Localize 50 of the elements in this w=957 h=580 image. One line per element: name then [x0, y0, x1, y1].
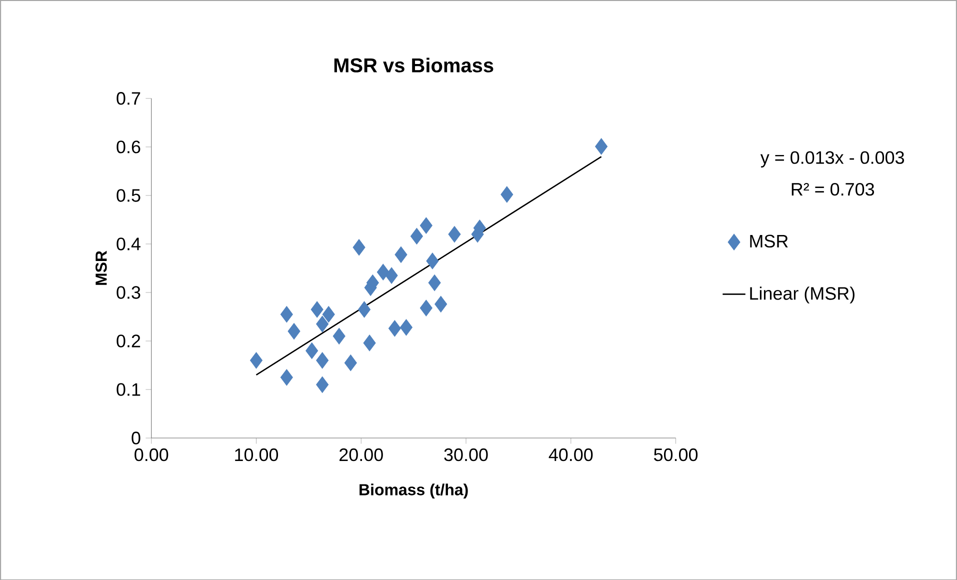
y-tick-label: 0.5: [116, 188, 140, 202]
point: [332, 328, 346, 344]
point: [500, 186, 514, 203]
y-tick-label: 0.1: [116, 382, 140, 396]
y-tick-label: 0.2: [116, 334, 140, 348]
point: [376, 264, 390, 280]
point: [426, 252, 439, 270]
point: [385, 267, 398, 284]
point: [316, 352, 329, 368]
point: [280, 368, 293, 386]
point: [344, 354, 357, 371]
x-tick-label: 10.00: [235, 448, 278, 461]
text: y = 0.013x - 0.003: [760, 151, 904, 168]
x-tick-label: 50.00: [654, 448, 698, 461]
text: R² = 0.703: [792, 182, 874, 196]
point: [448, 226, 461, 242]
y-tick-label: 0: [132, 431, 140, 444]
point: [316, 316, 329, 332]
y-tick-label: 0.3: [116, 286, 140, 299]
x-tick-label: 30.00: [444, 448, 488, 461]
point: [388, 320, 401, 336]
y-tick-label: 0.7: [116, 92, 140, 105]
point: [306, 342, 318, 359]
point: [595, 138, 608, 155]
x-axis-title: Biomass (t/ha): [360, 483, 468, 498]
point: [280, 306, 293, 322]
point: [316, 376, 329, 393]
y-axis-title: MSR: [96, 250, 107, 285]
point: [394, 246, 408, 263]
y-tick-label: 0.4: [116, 237, 140, 250]
chart-title: MSR vs Biomass: [334, 58, 494, 72]
point: [420, 217, 432, 234]
point: [434, 296, 448, 312]
x-tick-label: 0.00: [134, 448, 168, 461]
point: [428, 274, 441, 291]
point: [288, 322, 300, 340]
legend-label: MSR: [750, 234, 788, 248]
point: [310, 301, 324, 318]
legend-label: Linear (MSR): [750, 286, 854, 304]
y-tick-label: 0.6: [116, 140, 140, 154]
point: [352, 238, 366, 256]
point: [358, 301, 371, 318]
point: [322, 306, 335, 322]
point: [250, 352, 263, 368]
point: [400, 318, 412, 336]
point: [420, 300, 432, 316]
x-tick-label: 20.00: [340, 448, 383, 461]
point: [363, 334, 376, 351]
x-tick-label: 40.00: [548, 448, 593, 461]
point: [410, 228, 423, 244]
